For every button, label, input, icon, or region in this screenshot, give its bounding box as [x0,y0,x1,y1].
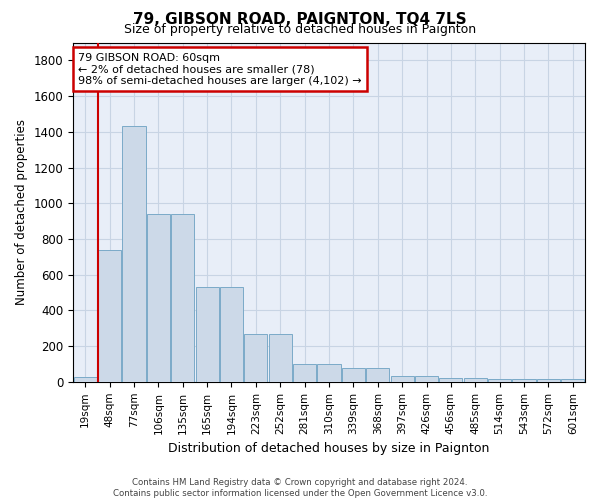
Bar [293,364,316,382]
Bar [415,376,438,382]
Bar [220,287,243,382]
Bar [391,376,414,382]
Bar [366,368,389,382]
Bar [342,368,365,382]
Bar [317,364,341,382]
Bar [537,379,560,382]
Text: Size of property relative to detached houses in Paignton: Size of property relative to detached ho… [124,22,476,36]
Bar [244,334,268,382]
Bar [512,379,536,382]
Text: 79, GIBSON ROAD, PAIGNTON, TQ4 7LS: 79, GIBSON ROAD, PAIGNTON, TQ4 7LS [133,12,467,28]
Bar [488,379,511,382]
Bar [439,378,463,382]
X-axis label: Distribution of detached houses by size in Paignton: Distribution of detached houses by size … [169,442,490,455]
Bar [147,214,170,382]
Bar [269,334,292,382]
Bar [98,250,121,382]
Bar [196,287,218,382]
Y-axis label: Number of detached properties: Number of detached properties [15,119,28,305]
Text: Contains HM Land Registry data © Crown copyright and database right 2024.
Contai: Contains HM Land Registry data © Crown c… [113,478,487,498]
Bar [561,379,584,382]
Bar [74,378,97,382]
Bar [464,378,487,382]
Bar [122,126,146,382]
Text: 79 GIBSON ROAD: 60sqm
← 2% of detached houses are smaller (78)
98% of semi-detac: 79 GIBSON ROAD: 60sqm ← 2% of detached h… [78,52,362,86]
Bar [171,214,194,382]
